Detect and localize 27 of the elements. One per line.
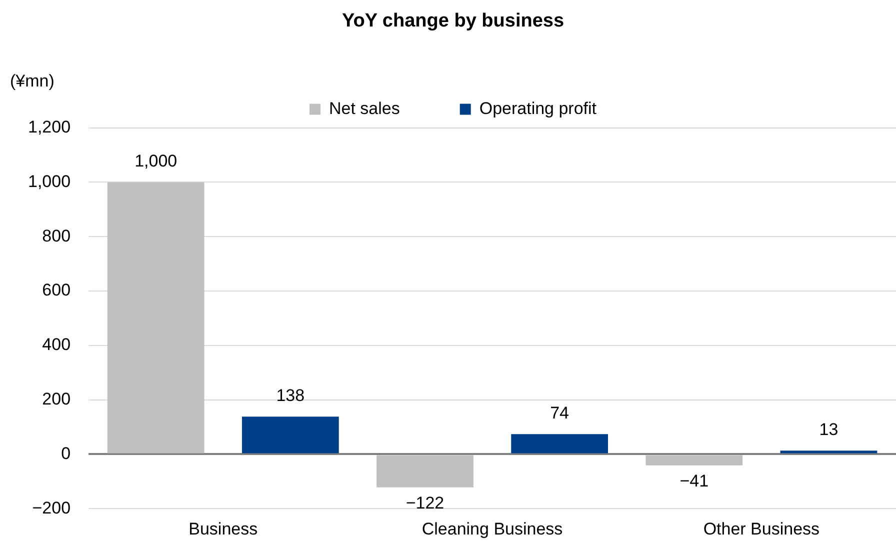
y-axis-title: (¥mn) <box>10 72 54 91</box>
bar <box>242 416 339 454</box>
data-label: −122 <box>406 494 444 513</box>
y-tick-label: 1,200 <box>28 117 71 136</box>
bar <box>376 455 474 488</box>
legend-label: Operating profit <box>479 98 597 118</box>
bar <box>646 455 743 466</box>
data-label: 1,000 <box>134 151 178 170</box>
bar <box>780 450 878 454</box>
x-tick-label: Business <box>188 519 258 538</box>
y-tick-label: −200 <box>32 498 71 518</box>
y-tick-label: 600 <box>42 280 71 300</box>
y-tick-label: 400 <box>42 335 71 354</box>
x-tick-label: Cleaning Business <box>422 519 563 538</box>
data-label: 13 <box>819 420 838 439</box>
legend-label: Net sales <box>328 98 400 118</box>
data-label: 74 <box>550 403 570 422</box>
bar <box>511 434 608 454</box>
y-tick-label: 800 <box>42 226 71 246</box>
chart-title: YoY change by business <box>342 10 564 32</box>
bar <box>107 182 204 454</box>
y-tick-label: 1,000 <box>28 172 71 191</box>
data-label: 138 <box>276 386 305 405</box>
data-label: −41 <box>680 472 709 491</box>
x-tick-label: Other Business <box>703 519 820 538</box>
y-tick-label: 0 <box>61 444 71 463</box>
y-tick-label: 200 <box>42 389 71 408</box>
